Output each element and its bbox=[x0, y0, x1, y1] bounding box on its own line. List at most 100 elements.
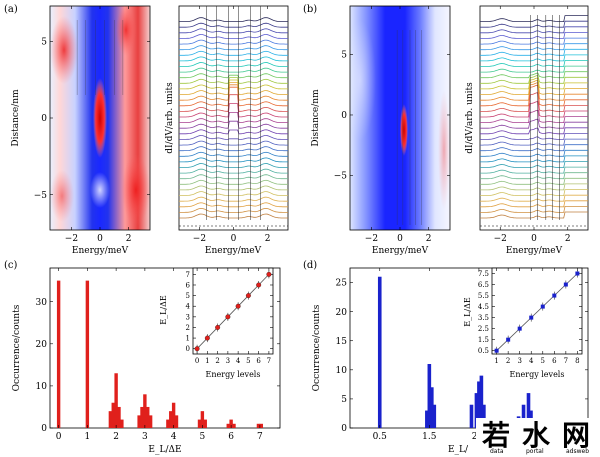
x-tick-label: 6 bbox=[256, 357, 261, 365]
y-tick-label: 1 bbox=[186, 335, 190, 343]
map-a-red-ul bbox=[50, 16, 78, 84]
hist-bar bbox=[430, 387, 434, 428]
spectrum-curve bbox=[179, 67, 288, 73]
hist-bar bbox=[143, 394, 147, 428]
x-tick-label: 2 bbox=[506, 357, 510, 365]
spectrum-curve bbox=[480, 92, 588, 112]
panel-label-d: (d) bbox=[303, 260, 317, 271]
hist-bar bbox=[140, 406, 144, 428]
spectrum-curve bbox=[480, 101, 588, 118]
spectrum-curve bbox=[179, 135, 288, 140]
spectra-b-ylabel: dI/dV/arb. units bbox=[465, 82, 475, 154]
spectrum-curve bbox=[480, 200, 588, 208]
watermark-sub-1: data bbox=[490, 448, 504, 455]
hist-bar bbox=[120, 419, 124, 428]
map-b-xlabel: Energy/meV bbox=[372, 246, 429, 256]
data-point bbox=[506, 337, 511, 342]
spectrum-curve bbox=[179, 157, 288, 163]
hist-d-ylabel: Occurrence/counts bbox=[312, 304, 322, 391]
spectrum-curve bbox=[179, 191, 288, 196]
spectrum-curve bbox=[179, 151, 288, 157]
hist-c-xlabel: E_L/ΔE bbox=[148, 445, 181, 455]
spectrum-curve bbox=[179, 17, 288, 22]
x-tick-label: 0.5 bbox=[373, 432, 388, 442]
map-a-red-ll bbox=[50, 170, 74, 222]
x-tick-label: 2 bbox=[113, 432, 119, 442]
data-point bbox=[204, 335, 210, 341]
spectrum-curve bbox=[179, 168, 288, 174]
panel-label-b: (b) bbox=[303, 4, 317, 15]
spectrum-curve bbox=[179, 34, 288, 39]
x-tick-label: 1 bbox=[205, 357, 209, 365]
hist-bar bbox=[526, 393, 531, 428]
hist-bar bbox=[377, 276, 382, 428]
spectrum-curve bbox=[480, 75, 588, 84]
spectrum-curve bbox=[179, 94, 288, 112]
y-tick-label: 5 bbox=[341, 395, 347, 405]
spectrum-curve bbox=[480, 77, 588, 90]
x-tick-label: 0 bbox=[97, 234, 103, 244]
hist-bar bbox=[111, 402, 115, 428]
watermark-sub-2: portal bbox=[526, 448, 544, 455]
x-tick-label: 1.5 bbox=[422, 432, 437, 442]
spectrum-curve bbox=[179, 207, 288, 213]
x-tick-label: 2 bbox=[265, 234, 271, 244]
spectrum-curve bbox=[480, 20, 588, 28]
hist-bar bbox=[108, 411, 113, 428]
y-tick-label: 5 bbox=[186, 292, 190, 300]
spectrum-curve bbox=[480, 144, 588, 152]
spectra-a-curves bbox=[179, 17, 288, 227]
y-tick-label: 25 bbox=[336, 279, 348, 289]
y-tick-label: 4 bbox=[186, 303, 191, 311]
data-point bbox=[575, 271, 580, 276]
spectrum-curve bbox=[480, 82, 588, 101]
axes-spectra-b: −2 0 2 bbox=[494, 6, 571, 244]
spectrum-curve bbox=[179, 140, 288, 146]
spectra-a-xlabel: Energy/meV bbox=[205, 246, 262, 256]
map-a-ylabel: Distance/nm bbox=[11, 89, 21, 147]
spectrum-curve bbox=[179, 22, 288, 28]
data-point bbox=[225, 314, 231, 320]
y-tick-label: 7.5 bbox=[478, 270, 489, 278]
x-tick-label: 0 bbox=[56, 432, 62, 442]
hist-bar bbox=[148, 415, 153, 428]
axes-map-b: −2 0 2 −5 0 5 bbox=[334, 6, 450, 244]
data-point bbox=[563, 282, 568, 287]
inset-d-xlabel: Energy levels bbox=[510, 370, 565, 379]
spectra-a-frame bbox=[178, 5, 289, 231]
y-tick-label: 20 bbox=[36, 340, 48, 350]
spectrum-curve bbox=[179, 77, 288, 84]
x-tick-label: 5 bbox=[200, 432, 206, 442]
y-tick-label: 0 bbox=[41, 424, 47, 434]
spectrum-curve bbox=[179, 185, 288, 191]
spectrum-curve bbox=[480, 166, 588, 174]
x-tick-label: 2 bbox=[426, 234, 432, 244]
x-tick-label: 4 bbox=[171, 432, 177, 442]
x-tick-label: 0 bbox=[397, 234, 403, 244]
axes-spectra-a: −2 0 2 bbox=[193, 6, 271, 244]
spectrum-curve bbox=[179, 73, 288, 79]
data-point bbox=[494, 348, 499, 353]
watermark: 若 水 网 data portal adsweb bbox=[476, 418, 600, 457]
hist-bar bbox=[174, 415, 179, 428]
spectrum-curve bbox=[179, 39, 288, 45]
spectrum-curve bbox=[480, 80, 588, 95]
map-b-red-lr bbox=[438, 90, 450, 210]
hist-bar bbox=[256, 423, 261, 428]
watermark-sub-3: adsweb bbox=[566, 448, 590, 455]
inset-c-ylabel: E_L/ΔE bbox=[159, 295, 168, 325]
y-tick-label: 20 bbox=[336, 308, 348, 318]
data-point bbox=[552, 293, 557, 298]
x-tick-label: 5 bbox=[541, 357, 545, 365]
spectrum-curve bbox=[179, 103, 288, 118]
y-tick-label: 6 bbox=[186, 281, 191, 289]
hist-bar bbox=[171, 402, 176, 428]
spectrum-curve bbox=[480, 189, 588, 196]
data-point bbox=[529, 315, 534, 320]
y-tick-label: 4.5 bbox=[478, 303, 489, 311]
hist-bar bbox=[166, 419, 170, 428]
y-tick-label: 10 bbox=[336, 366, 348, 376]
spectrum-curve bbox=[179, 213, 288, 219]
spectrum-curve bbox=[179, 129, 288, 135]
